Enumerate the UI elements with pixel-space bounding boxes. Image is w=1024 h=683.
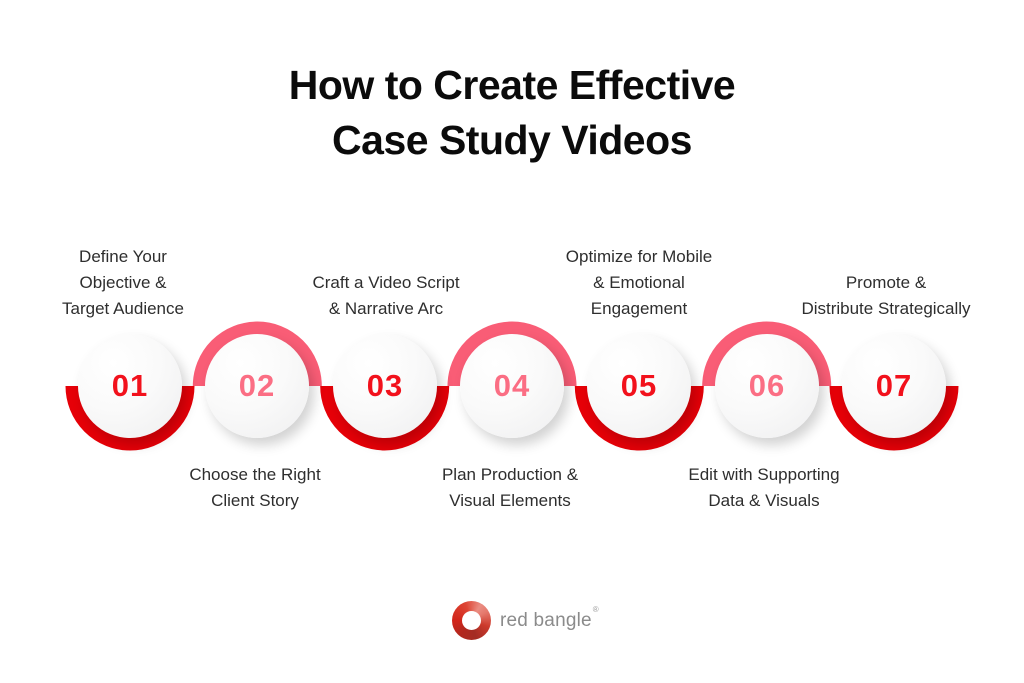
step-circle-6: 06 (715, 334, 819, 438)
step-label-3: Craft a Video Script & Narrative Arc (312, 273, 460, 318)
registered-mark: ® (592, 605, 599, 615)
ring-hole (462, 611, 481, 630)
step-number-7: 07 (875, 368, 913, 403)
step-circle-5: 05 (587, 334, 691, 438)
step-label-5: Optimize for Mobile & Emotional Engageme… (565, 247, 713, 318)
step-circle-4: 04 (460, 334, 564, 438)
step-number-6: 06 (748, 368, 786, 403)
step-circle-2: 02 (205, 334, 309, 438)
step-circle-3: 03 (333, 334, 437, 438)
step-label-2: Choose the Right Client Story (189, 465, 321, 510)
logo-text: red bangle® (500, 605, 599, 632)
step-label-6: Edit with Supporting Data & Visuals (688, 465, 840, 510)
red-ring-icon (452, 601, 491, 640)
step-number-3: 03 (366, 368, 404, 403)
page-title: How to Create Effective Case Study Video… (0, 58, 1024, 168)
step-circle-7: 07 (842, 334, 946, 438)
step-number-5: 05 (620, 368, 658, 403)
step-circle-1: 01 (78, 334, 182, 438)
step-number-4: 04 (493, 368, 531, 403)
logo-wordmark: red bangle (500, 609, 592, 631)
brand-logo: red bangle® (452, 601, 599, 640)
step-number-2: 02 (238, 368, 276, 403)
page-title-line1: How to Create Effective (288, 62, 736, 108)
step-label-4: Plan Production & Visual Elements (441, 465, 579, 510)
step-label-7: Promote & Distribute Strategically (801, 273, 971, 318)
step-label-1: Define Your Objective & Target Audience (62, 247, 184, 318)
step-number-1: 01 (111, 368, 149, 403)
page-title-line2: Case Study Videos (332, 117, 692, 163)
